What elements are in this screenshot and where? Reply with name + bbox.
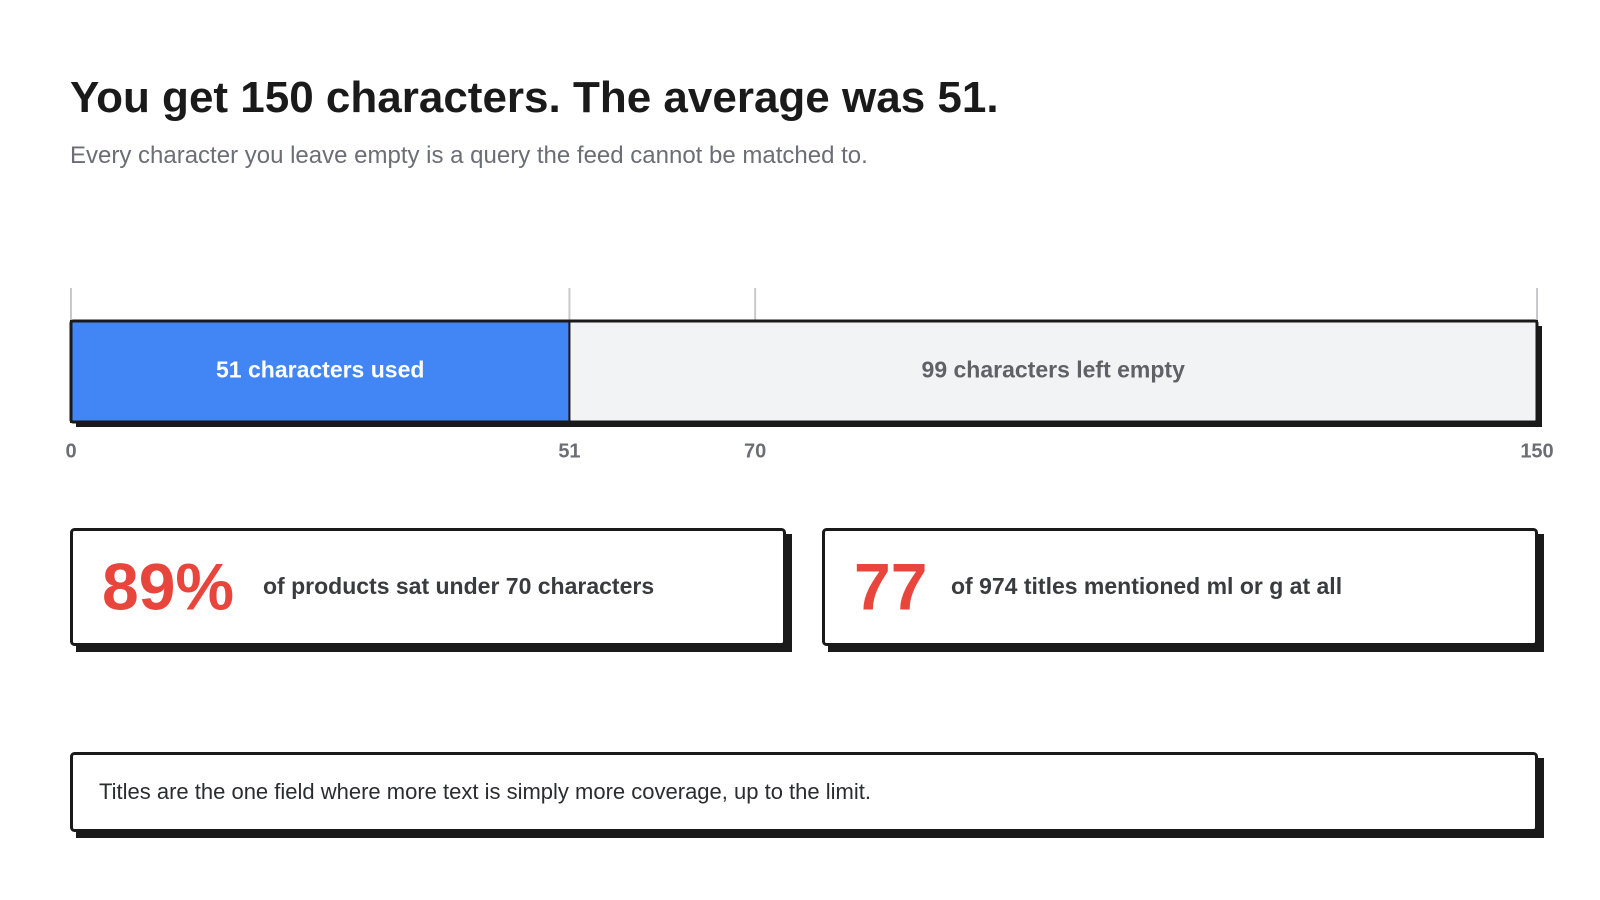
- stat-card: [822, 528, 1538, 646]
- x-tick-label: 51: [558, 440, 580, 462]
- chart-subtitle: Every character you leave empty is a que…: [70, 142, 868, 169]
- x-tick-label: 0: [65, 440, 76, 462]
- note-text: Titles are the one field where more text…: [99, 779, 871, 804]
- x-tick-label: 150: [1520, 440, 1553, 462]
- bar-outline: [69, 319, 1539, 424]
- segment-label: 51 characters used: [216, 357, 424, 383]
- chart-title: You get 150 characters. The average was …: [70, 73, 999, 122]
- segment-label: 99 characters left empty: [922, 357, 1186, 383]
- stat-value: 77: [854, 549, 927, 623]
- note-card: [70, 752, 1538, 832]
- stat-text: of 974 titles mentioned ml or g at all: [951, 573, 1342, 599]
- stat-value: 89%: [102, 549, 234, 623]
- stat-card: [70, 528, 786, 646]
- stat-text: of products sat under 70 characters: [263, 573, 654, 599]
- x-tick-label: 70: [744, 440, 766, 462]
